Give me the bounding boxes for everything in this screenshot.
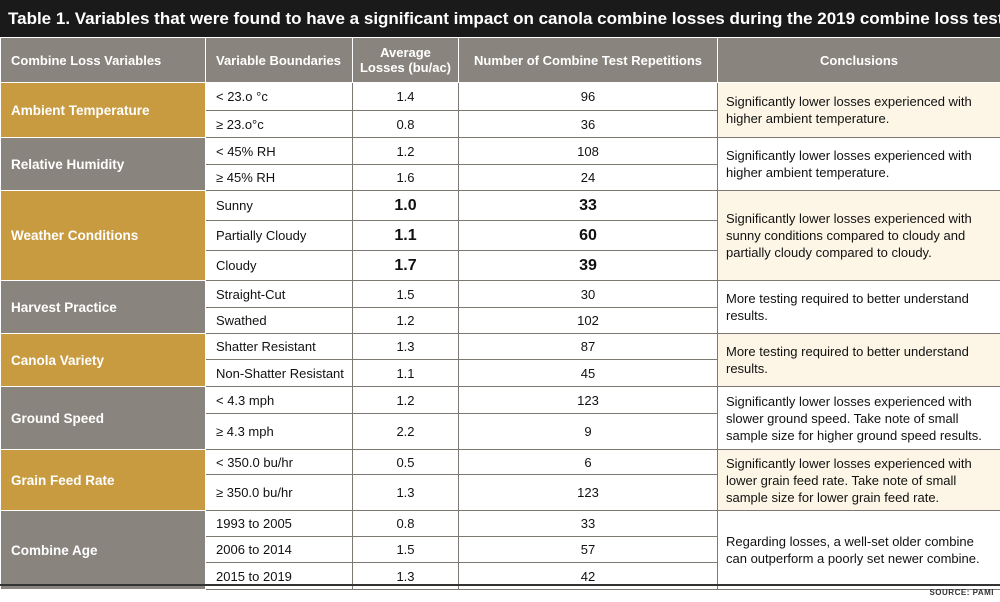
reps-cell: 9 [458, 413, 718, 450]
boundary-cell: Straight-Cut [205, 280, 353, 308]
table-row: Grain Feed Rate < 350.0 bu/hr 0.5 6 Sign… [0, 449, 1000, 511]
table-row: Swathed 1.2 102 [1, 307, 1000, 334]
reps-cell: 6 [458, 449, 718, 475]
losses-cell: 1.5 [352, 280, 459, 308]
boundary-cell: Partially Cloudy [205, 220, 353, 251]
variable-cell: Grain Feed Rate [0, 449, 206, 511]
conclusion-cell: More testing required to better understa… [717, 280, 1000, 334]
losses-cell: 1.6 [352, 164, 459, 191]
variable-cell: Weather Conditions [0, 190, 206, 281]
table-row: Combine Age 1993 to 2005 0.8 33 Regardin… [0, 510, 1000, 590]
reps-cell: 123 [458, 386, 718, 414]
reps-cell: 24 [458, 164, 718, 191]
losses-cell: 1.1 [352, 220, 459, 251]
header-variables: Combine Loss Variables [0, 37, 206, 83]
losses-cell: 1.2 [352, 307, 459, 334]
boundary-cell: 2006 to 2014 [205, 536, 353, 563]
losses-cell: 1.3 [352, 333, 459, 360]
reps-cell: 36 [458, 110, 718, 138]
conclusion-cell: Significantly lower losses experienced w… [717, 137, 1000, 191]
conclusion-cell: Regarding losses, a well-set older combi… [717, 510, 1000, 590]
combine-loss-table: Combine Loss Variables Variable Boundari… [0, 37, 1000, 590]
boundary-cell: Shatter Resistant [205, 333, 353, 360]
losses-cell: 1.2 [352, 386, 459, 414]
reps-cell: 57 [458, 536, 718, 563]
header-row: Combine Loss Variables Variable Boundari… [0, 37, 1000, 83]
header-repetitions: Number of Combine Test Repetitions [458, 37, 718, 83]
header-average-losses: Average Losses (bu/ac) [352, 37, 459, 83]
table-row: Relative Humidity < 45% RH 1.2 108 Signi… [0, 137, 1000, 191]
boundary-cell: ≥ 23.o°c [205, 110, 353, 138]
reps-cell: 45 [458, 359, 718, 387]
losses-cell: 1.5 [352, 536, 459, 563]
losses-cell: 1.2 [352, 137, 459, 165]
table-row: Non-Shatter Resistant 1.1 45 [1, 359, 1000, 387]
losses-cell: 0.8 [352, 110, 459, 138]
losses-cell: 2.2 [352, 413, 459, 450]
table-row: ≥ 45% RH 1.6 24 [1, 164, 1000, 191]
variable-cell: Combine Age [0, 510, 206, 590]
conclusion-cell: Significantly lower losses experienced w… [717, 190, 1000, 281]
conclusion-cell: Significantly lower losses experienced w… [717, 386, 1000, 450]
table-title: Table 1. Variables that were found to ha… [0, 0, 1000, 37]
boundary-cell: Swathed [205, 307, 353, 334]
table-row: ≥ 350.0 bu/hr 1.3 123 [1, 474, 1000, 511]
reps-cell: 39 [458, 250, 718, 281]
variable-cell: Harvest Practice [0, 280, 206, 334]
boundary-cell: < 45% RH [205, 137, 353, 165]
losses-cell: 1.3 [352, 474, 459, 511]
conclusion-cell: Significantly lower losses experienced w… [717, 82, 1000, 138]
losses-cell: 1.7 [352, 250, 459, 281]
variable-cell: Ground Speed [0, 386, 206, 450]
table-row: Cloudy 1.7 39 [1, 250, 1000, 281]
header-boundaries: Variable Boundaries [205, 37, 353, 83]
variable-cell: Ambient Temperature [0, 82, 206, 138]
reps-cell: 60 [458, 220, 718, 251]
boundary-cell: ≥ 350.0 bu/hr [205, 474, 353, 511]
reps-cell: 108 [458, 137, 718, 165]
conclusion-cell: More testing required to better understa… [717, 333, 1000, 387]
boundary-cell: ≥ 45% RH [205, 164, 353, 191]
variable-cell: Canola Variety [0, 333, 206, 387]
source-credit: SOURCE: PAMI [929, 588, 994, 597]
losses-cell: 1.1 [352, 359, 459, 387]
reps-cell: 123 [458, 474, 718, 511]
boundary-cell: 1993 to 2005 [205, 510, 353, 537]
reps-cell: 33 [458, 190, 718, 221]
table-row: Ground Speed < 4.3 mph 1.2 123 Significa… [0, 386, 1000, 450]
boundary-cell: < 350.0 bu/hr [205, 449, 353, 475]
bottom-rule [0, 584, 1000, 586]
header-conclusions: Conclusions [717, 37, 1000, 83]
table-row: Harvest Practice Straight-Cut 1.5 30 Mor… [0, 280, 1000, 334]
table-title-label: Table 1. [8, 9, 71, 28]
table-row: Ambient Temperature < 23.o °c 1.4 96 Sig… [0, 82, 1000, 138]
boundary-cell: < 23.o °c [205, 82, 353, 111]
variable-cell: Relative Humidity [0, 137, 206, 191]
reps-cell: 102 [458, 307, 718, 334]
conclusion-cell: Significantly lower losses experienced w… [717, 449, 1000, 511]
losses-cell: 0.5 [352, 449, 459, 475]
boundary-cell: Sunny [205, 190, 353, 221]
reps-cell: 30 [458, 280, 718, 308]
reps-cell: 87 [458, 333, 718, 360]
reps-cell: 33 [458, 510, 718, 537]
table-row: Partially Cloudy 1.1 60 [1, 220, 1000, 251]
losses-cell: 0.8 [352, 510, 459, 537]
table-row: Weather Conditions Sunny 1.0 33 Signific… [0, 190, 1000, 281]
table-title-text: Variables that were found to have a sign… [74, 9, 1000, 28]
boundary-cell: ≥ 4.3 mph [205, 413, 353, 450]
reps-cell: 42 [458, 562, 718, 590]
losses-cell: 1.0 [352, 190, 459, 221]
boundary-cell: Non-Shatter Resistant [205, 359, 353, 387]
reps-cell: 96 [458, 82, 718, 111]
table-row: Canola Variety Shatter Resistant 1.3 87 … [0, 333, 1000, 387]
losses-cell: 1.4 [352, 82, 459, 111]
boundary-cell: < 4.3 mph [205, 386, 353, 414]
boundary-cell: Cloudy [205, 250, 353, 281]
table-row: ≥ 4.3 mph 2.2 9 [1, 413, 1000, 450]
